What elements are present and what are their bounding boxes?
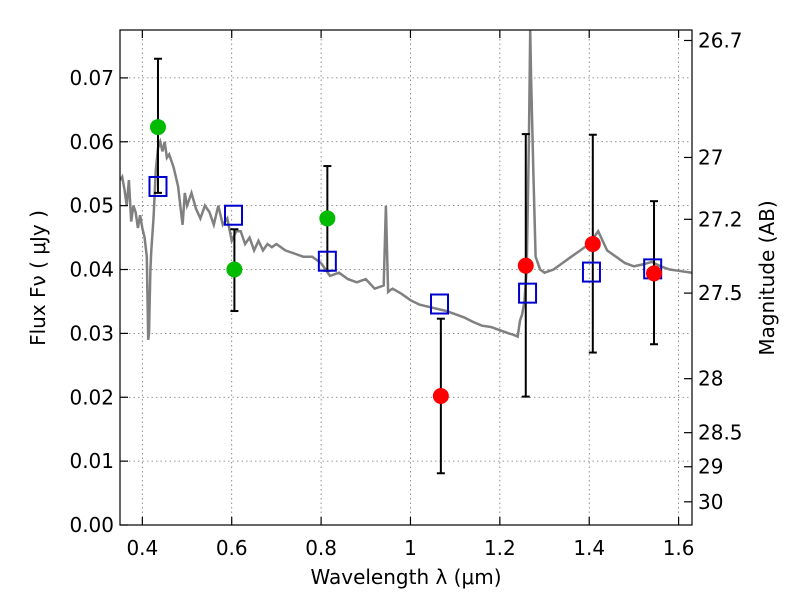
y-tick-label: 0.07	[69, 66, 114, 90]
right-tick-label: 27.2	[698, 207, 743, 231]
right-tick-label: 27.5	[698, 281, 743, 305]
model-square	[581, 261, 601, 283]
model-square	[317, 250, 337, 272]
y-tick-label: 0.00	[69, 513, 114, 537]
model-square	[224, 204, 244, 226]
y-tick-label: 0.02	[69, 385, 114, 409]
data-point	[149, 119, 166, 136]
right-tick-label: 28	[698, 367, 723, 391]
x-tick-label: 1.2	[484, 536, 516, 560]
model-square	[518, 282, 538, 304]
x-tick-label: 1	[404, 536, 417, 560]
y-tick-label: 0.03	[69, 321, 114, 345]
y-tick-label: 0.06	[69, 130, 114, 154]
model-square	[430, 293, 450, 315]
data-point	[226, 261, 243, 278]
plot-area	[120, 30, 692, 475]
x-tick-label: 1.4	[573, 536, 605, 560]
axis-ticks: 0.4 0.6 0.8 1 1.2 1.4 1.6 0.00 0.01 0.02 0.03 0.04 0…	[69, 28, 742, 560]
data-point	[319, 210, 336, 227]
plot-frame	[119, 29, 693, 526]
right-axis-title: Magnitude (AB)	[755, 200, 779, 355]
x-tick-label: 0.4	[126, 536, 158, 560]
x-tick-label: 0.6	[216, 536, 248, 560]
model-square	[148, 175, 168, 197]
right-tick-label: 27	[698, 145, 723, 169]
x-tick-label: 1.6	[663, 536, 695, 560]
y-tick-label: 0.01	[69, 449, 114, 473]
data-point	[517, 257, 534, 274]
y-axis-title: Flux Fν ( μJy )	[26, 210, 50, 346]
y-tick-label: 0.04	[69, 258, 114, 282]
x-tick-label: 0.8	[305, 536, 337, 560]
y-tick-label: 0.05	[69, 194, 114, 218]
data-point	[646, 265, 663, 282]
right-tick-label: 28.5	[698, 421, 743, 445]
grid-lines	[120, 30, 692, 526]
x-axis-title: Wavelength λ (μm)	[310, 565, 501, 589]
data-point	[584, 235, 601, 252]
right-tick-label: 30	[698, 490, 723, 514]
right-tick-label: 29	[698, 455, 723, 479]
right-tick-label: 26.7	[698, 28, 743, 52]
spectrum-line	[120, 30, 692, 340]
data-point	[432, 387, 449, 404]
